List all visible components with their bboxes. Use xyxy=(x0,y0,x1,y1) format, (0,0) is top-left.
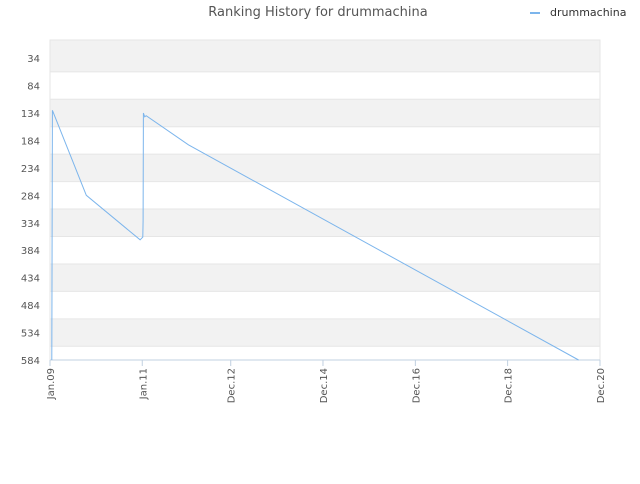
x-axis-tick-marks xyxy=(49,360,601,366)
y-tick-label: 184 xyxy=(21,136,40,147)
series-line-drummachina[interactable] xyxy=(51,110,579,361)
plot-band xyxy=(50,318,600,347)
y-tick-label: 234 xyxy=(21,164,40,175)
plot-band xyxy=(50,263,600,292)
x-tick-label: Dec.16 xyxy=(411,368,422,403)
plot-band xyxy=(50,40,600,72)
x-tick-label: Dec.14 xyxy=(319,368,330,403)
y-tick-label: 84 xyxy=(27,82,40,93)
y-tick-label: 484 xyxy=(21,301,40,312)
x-tick-label: Dec.18 xyxy=(504,368,515,403)
plot-frame xyxy=(49,39,601,361)
y-tick-label: 334 xyxy=(21,219,40,230)
plot-band xyxy=(50,154,600,182)
series-layer xyxy=(51,110,579,361)
y-tick-label: 584 xyxy=(21,356,40,367)
chart-title: Ranking History for drummachina xyxy=(208,5,427,20)
y-tick-label: 384 xyxy=(21,246,40,257)
plot-band xyxy=(50,209,600,237)
x-tick-label: Dec.12 xyxy=(227,368,238,403)
y-tick-label: 134 xyxy=(21,109,40,120)
x-tick-label: Jan.09 xyxy=(46,368,57,400)
plot-band xyxy=(50,99,600,127)
legend-label-drummachina: drummachina xyxy=(550,6,626,19)
plot-bands xyxy=(49,39,601,361)
x-tick-label: Jan.11 xyxy=(138,368,149,400)
y-tick-label: 434 xyxy=(21,274,40,285)
x-axis-tick-labels: Jan.09 Jan.11 Dec.12 Dec.14 Dec.16 Dec.18 Dec.… xyxy=(46,368,607,403)
y-axis-tick-labels: 34 84 134 184 234 284 334 384 434 484 534 584 xyxy=(21,54,40,367)
horizontal-gridlines xyxy=(50,71,600,347)
y-tick-label: 284 xyxy=(21,191,40,202)
y-tick-label: 34 xyxy=(27,54,40,65)
legend[interactable]: drummachina xyxy=(530,6,626,19)
y-tick-label: 534 xyxy=(21,329,40,340)
x-tick-label: Dec.20 xyxy=(596,368,607,403)
